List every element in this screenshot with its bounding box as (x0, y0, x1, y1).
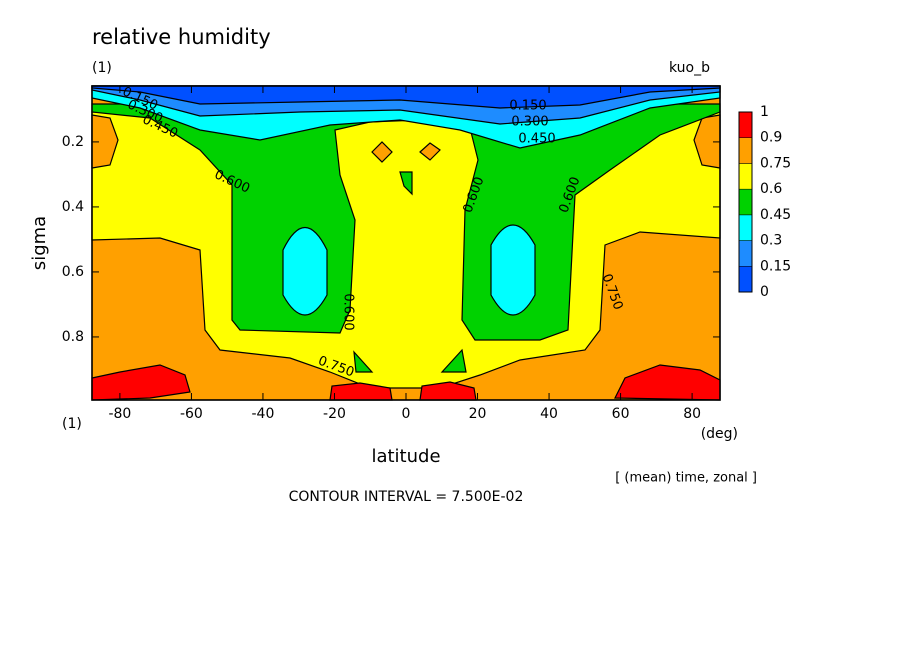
colorbar-label: 0 (760, 284, 769, 300)
chart-subtitle: (1) (92, 60, 112, 76)
contour-region (399, 171, 413, 196)
contour-field (91, 85, 721, 401)
colorbar-swatch (738, 266, 753, 293)
colorbar-swatch (738, 163, 753, 190)
x-tick-label: 80 (683, 406, 701, 422)
contour-label: 0.150 (509, 99, 546, 114)
contour-region (490, 224, 536, 316)
x-tick-label: -60 (180, 406, 203, 422)
contour-label: 0.300 (511, 115, 548, 130)
x-axis-unit: (deg) (701, 426, 738, 442)
colorbar-label: 0.3 (760, 233, 782, 249)
x-tick-label: 60 (612, 406, 630, 422)
colorbar-label: 0.45 (760, 207, 791, 223)
colorbar-swatch (738, 214, 753, 241)
contour-region (371, 141, 393, 163)
colorbar-swatch (738, 111, 753, 138)
y-axis-label: sigma (29, 216, 50, 270)
y-tick-label: 0.2 (62, 134, 84, 150)
colorbar-swatch (738, 137, 753, 164)
colorbar-label: 1 (760, 104, 769, 120)
colorbar-swatch (738, 188, 753, 216)
x-tick-label: 0 (402, 406, 411, 422)
colorbar-label: 0.9 (760, 130, 782, 146)
x-tick-label: -80 (108, 406, 131, 422)
colorbar-label: 0.6 (760, 181, 782, 197)
x-axis-label: latitude (371, 446, 440, 467)
contour-region (282, 226, 328, 316)
colorbar-label: 0.15 (760, 258, 791, 274)
x-tick-label: 20 (469, 406, 487, 422)
y-tick-label: 0.4 (62, 199, 84, 215)
contour-region (353, 350, 374, 373)
contour-region (419, 142, 441, 161)
contour-region (440, 348, 467, 373)
run-label: kuo_b (669, 60, 710, 76)
contour-label: 0.450 (518, 132, 555, 147)
colorbar-swatch (738, 240, 753, 267)
x-tick-label: -40 (252, 406, 275, 422)
x-tick-label: -20 (323, 406, 346, 422)
y-axis-unit: (1) (62, 416, 82, 432)
y-tick-label: 0.6 (62, 264, 84, 280)
chart-title: relative humidity (92, 25, 271, 49)
contour-label: 0.600 (341, 293, 356, 330)
contour-interval: CONTOUR INTERVAL = 7.500E-02 (289, 489, 524, 505)
colorbar-frame (738, 111, 753, 293)
colorbar-label: 0.75 (760, 155, 791, 171)
y-tick-label: 0.8 (62, 329, 84, 345)
x-tick-label: 40 (540, 406, 558, 422)
note: [ (mean) time, zonal ] (615, 471, 757, 486)
